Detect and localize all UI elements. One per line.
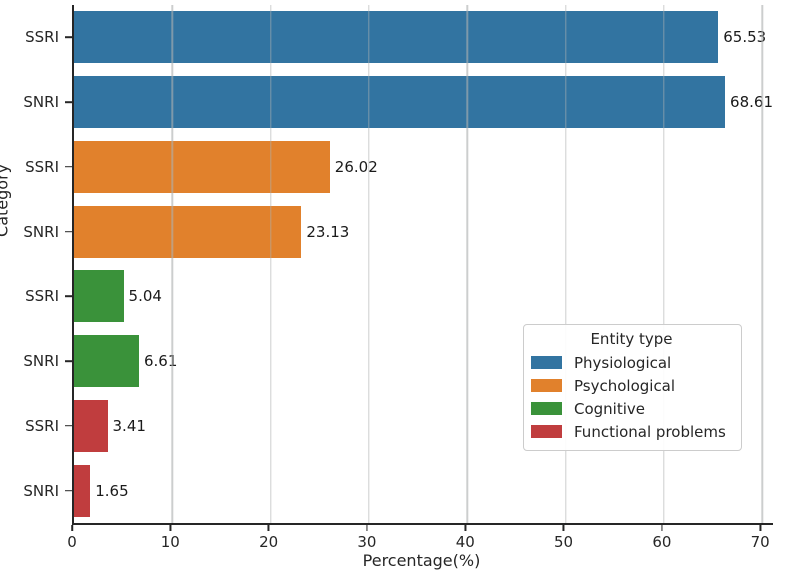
bar-functional-problems-ssri: [74, 399, 108, 452]
y-tick-label: SNRI: [23, 93, 59, 112]
y-tick-row: SSRI: [0, 135, 72, 200]
x-tick-mark: [366, 525, 368, 531]
bar-value-label: 23.13: [306, 222, 350, 241]
x-tick-60: 60: [652, 525, 671, 551]
y-tick-row: SSRI: [0, 5, 72, 70]
bar-value-label: 65.53: [723, 28, 767, 47]
x-tick-30: 30: [357, 525, 376, 551]
y-tick-mark: [65, 166, 72, 168]
legend-label: Cognitive: [574, 399, 646, 418]
plot-area: 65.53 68.61 26.02 23.13 5.04 6.61 3.41 1.65: [72, 5, 773, 525]
bar-row: 68.61: [74, 70, 773, 135]
bar-row: 26.02: [74, 135, 773, 200]
y-tick-row: SSRI: [0, 394, 72, 459]
x-tick-mark: [661, 525, 663, 531]
x-tick-70: 70: [751, 525, 770, 551]
y-tick-label: SNRI: [23, 481, 59, 500]
x-tick-40: 40: [456, 525, 475, 551]
bar-row: 23.13: [74, 199, 773, 264]
x-tick-label: 0: [67, 533, 77, 551]
y-tick-mark: [65, 360, 72, 362]
bar-value-label: 26.02: [334, 157, 378, 176]
legend-swatch-psychological: [531, 379, 562, 392]
bar-row: 1.65: [74, 458, 773, 523]
bar-value-label: 5.04: [128, 287, 162, 306]
bar-value-label: 1.65: [95, 481, 129, 500]
y-tick-mark: [65, 101, 72, 103]
y-tick-mark: [65, 36, 72, 39]
y-tick-label: SSRI: [25, 416, 59, 435]
bar-value-label: 3.41: [112, 416, 146, 435]
y-tick-mark: [65, 230, 72, 233]
legend-item-functional-problems: Functional problems: [531, 420, 732, 443]
y-tick-label: SSRI: [25, 28, 59, 47]
legend-label: Physiological: [574, 353, 672, 372]
bars-layer: 65.53 68.61 26.02 23.13 5.04 6.61 3.41 1.65: [74, 5, 773, 523]
y-tick-mark: [65, 489, 72, 492]
x-tick-0: 0: [67, 525, 77, 551]
bar-cognitive-snri: [74, 335, 139, 388]
x-tick-label: 50: [554, 533, 574, 551]
bar-functional-problems-snri: [74, 464, 91, 517]
x-tick-50: 50: [554, 525, 573, 551]
bar-row: 3.41: [74, 394, 773, 459]
legend-items: Physiological Psychological Cognitive Funct…: [531, 351, 732, 443]
y-tick-row: SSRI: [0, 264, 72, 329]
bar-value-label: 6.61: [143, 352, 178, 371]
legend: Entity type Physiological Psychological Co…: [523, 324, 742, 451]
y-tick-labels: SSRI SNRI SSRI SNRI SSRI SNRI SSRI SNRI: [0, 5, 72, 523]
legend-label: Functional problems: [574, 422, 726, 441]
x-tick-label: 60: [652, 533, 672, 551]
x-tick-20: 20: [259, 525, 278, 551]
x-tick-label: 40: [455, 533, 475, 551]
y-tick-label: SSRI: [25, 287, 59, 306]
legend-item-psychological: Psychological: [531, 374, 732, 397]
x-tick-label: 10: [160, 533, 180, 551]
legend-swatch-physiological: [531, 356, 562, 369]
x-ticks: 0 10 20 30 40 50 60 70: [67, 525, 771, 555]
legend-label: Psychological: [574, 376, 676, 395]
x-tick-mark: [759, 525, 761, 531]
x-axis-label: Percentage(%): [362, 551, 481, 570]
x-tick-mark: [267, 525, 270, 531]
bar-row: 65.53: [74, 5, 773, 70]
y-tick-row: SNRI: [0, 199, 72, 264]
x-tick-mark: [562, 525, 565, 531]
bar-physiological-snri: [74, 76, 726, 129]
x-tick-10: 10: [161, 525, 180, 551]
legend-item-physiological: Physiological: [531, 351, 732, 374]
y-tick-mark: [65, 425, 72, 427]
x-tick-mark: [169, 525, 172, 531]
x-tick-label: 70: [750, 533, 770, 551]
bar-row: 5.04: [74, 264, 773, 329]
legend-swatch-functional-problems: [531, 425, 562, 438]
legend-item-cognitive: Cognitive: [531, 397, 732, 420]
bar-value-label: 68.61: [730, 93, 773, 112]
x-tick-label: 30: [357, 533, 377, 551]
y-tick-label: SSRI: [25, 157, 59, 176]
x-tick-label: 20: [259, 533, 279, 551]
x-tick-mark: [71, 525, 73, 531]
bar-row: 6.61: [74, 329, 773, 394]
y-tick-mark: [65, 295, 72, 298]
y-tick-row: SNRI: [0, 70, 72, 135]
bar-psychological-snri: [74, 205, 302, 258]
legend-title: Entity type: [590, 330, 673, 348]
y-tick-label: SNRI: [23, 352, 59, 371]
y-tick-row: SNRI: [0, 458, 72, 523]
bar-cognitive-ssri: [74, 270, 124, 323]
y-tick-label: SNRI: [23, 222, 59, 241]
x-tick-mark: [464, 525, 467, 531]
y-tick-row: SNRI: [0, 329, 72, 394]
bar-psychological-ssri: [74, 140, 330, 193]
legend-swatch-cognitive: [531, 402, 562, 415]
bar-physiological-ssri: [74, 11, 719, 64]
